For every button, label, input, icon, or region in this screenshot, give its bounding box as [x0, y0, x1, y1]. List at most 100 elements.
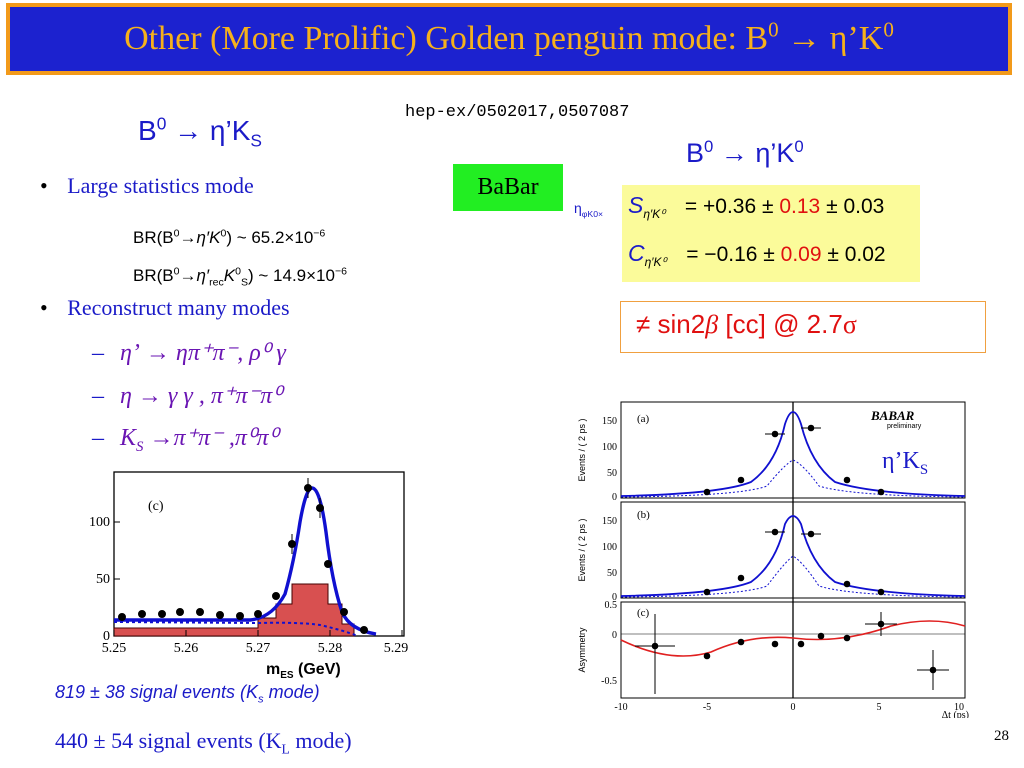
param-s-symbol: S: [628, 192, 644, 218]
br1-exp: −6: [313, 227, 326, 240]
signal-kl-tail: mode): [289, 728, 352, 753]
sin-text: sin2: [657, 309, 706, 339]
br2-sup: 0: [173, 265, 180, 278]
submode-a-rhs: → ηπ⁺π⁻, ρ⁰ γ: [145, 340, 286, 366]
right-header-sup: 0: [704, 137, 714, 156]
param-c-stat: 0.09: [780, 243, 822, 266]
dt-c-ytick-0: 0: [612, 630, 617, 641]
dt-a-ytick-150: 150: [602, 416, 617, 427]
dt-c-ytick-pos: 0.5: [605, 600, 618, 611]
mes-ticks: [113, 521, 403, 636]
param-c-eq: = −0.16 ±: [686, 243, 775, 266]
param-s-row: Sη′K⁰ = +0.36 ± 0.13 ± 0.03: [628, 192, 885, 222]
br1-mid: →η′K: [179, 228, 221, 247]
signal-events-ks: 819 ± 38 signal events (Ks mode): [55, 682, 320, 706]
left-header-arrow: →: [174, 115, 203, 146]
sin2beta-text: ≠ sin2β [cc] @ 2.7σ: [636, 309, 857, 340]
right-header-arrow: →: [720, 138, 748, 168]
dt-xtick-m10: -10: [614, 702, 627, 713]
br1-prefix: BR(B: [133, 228, 174, 247]
submode-eta: – η → γ γ , π⁺π⁻π⁰: [92, 381, 282, 410]
br2-mid: →η′: [179, 266, 210, 285]
bullet-large-statistics: • Large statistics mode: [40, 173, 254, 199]
dt-xtick-0: 0: [791, 702, 796, 713]
bullet-text-1: Large statistics mode: [67, 173, 254, 198]
mes-background-curve: [113, 621, 359, 637]
signal-ks-text: 819 ± 38 signal events (K: [55, 682, 259, 702]
submode-c-rhs: →π⁺π⁻ ,π⁰π⁰: [149, 425, 279, 451]
submode-a-dash: –: [92, 340, 104, 366]
mes-xlabel-unit: (GeV): [294, 661, 341, 678]
dt-panel-c: (c): [637, 607, 650, 619]
title-sup: 0: [768, 17, 779, 42]
dt-a-ytick-100: 100: [602, 442, 617, 453]
br2-k: K: [223, 266, 236, 285]
dt-a-ytick-50: 50: [607, 468, 617, 479]
mes-ytick-0: 0: [103, 629, 110, 644]
cp-parameters-box: [622, 185, 920, 282]
right-header-eta: η’K: [755, 138, 795, 168]
submode-b-dash: –: [92, 383, 104, 409]
sin-sigma: σ: [842, 310, 857, 339]
dt-dashed-b: [620, 555, 966, 598]
bullet-text-2: Reconstruct many modes: [67, 295, 290, 320]
submode-ks: – KS →π⁺π⁻ ,π⁰π⁰: [92, 423, 279, 455]
param-side-label: ηφK0×: [574, 200, 604, 219]
param-c-row: Cη′K⁰ = −0.16 ± 0.09 ± 0.02: [628, 240, 886, 270]
dt-xtick-m5: -5: [703, 702, 711, 713]
right-header: B0 → η’K0: [686, 138, 804, 169]
etaks-sub: S: [919, 461, 929, 478]
br1-sup2: 0: [220, 227, 227, 240]
param-c-sub: η′K⁰: [644, 255, 667, 270]
dt-c-ytick-neg: -0.5: [601, 676, 617, 687]
mes-xtick-5: 5.29: [384, 641, 409, 656]
mes-histogram: [113, 583, 355, 637]
bullet-dot-1: •: [40, 173, 48, 198]
param-side-eta: η: [574, 200, 582, 216]
br2-sub: rec: [209, 276, 224, 289]
submode-b-lhs: η: [120, 383, 132, 409]
signal-events-kl: 440 ± 54 signal events (KL mode): [55, 728, 352, 756]
title-main: Other (More Prolific) Golden penguin mod…: [124, 20, 769, 57]
left-header-sub: S: [250, 130, 262, 151]
sin2beta-box: [620, 301, 986, 353]
br1-value: ) ~ 65.2×10: [226, 228, 314, 247]
bullet-dot-2: •: [40, 295, 48, 320]
br2-ksub: S: [240, 276, 248, 289]
sin-beta: β: [705, 310, 719, 339]
bullet-reconstruct: • Reconstruct many modes: [40, 295, 290, 321]
delta-t-plot: (a) (b) (c) BABAR preliminary Events / (…: [571, 394, 973, 718]
title-sup2: 0: [883, 17, 894, 42]
submode-c-lhs: K: [120, 425, 137, 451]
mes-data-points: [118, 478, 368, 634]
signal-ks-tail: mode): [263, 682, 320, 702]
param-s-syst: ± 0.03: [826, 195, 885, 218]
slide-title: Other (More Prolific) Golden penguin mod…: [6, 3, 1012, 75]
mes-panel-label: (c): [148, 499, 164, 514]
dt-babar-logo: BABAR: [870, 408, 915, 423]
etaks-label: η’KS: [882, 448, 929, 478]
left-header-b: B: [138, 115, 157, 146]
left-header: B0 → η’KS: [138, 115, 262, 149]
mes-plot: (c) 0 50 100 5.25 5.26 5.27 5.28 5.29 mE…: [80, 462, 410, 680]
submode-c-sub: S: [136, 438, 144, 455]
param-side-sub: φK0×: [581, 208, 604, 219]
dt-data-points: [635, 424, 949, 694]
param-s-eq: = +0.36 ±: [684, 195, 774, 218]
dt-a-ytick-0: 0: [612, 492, 617, 503]
signal-ks-sub: s: [258, 693, 264, 706]
title-arrow: →: [787, 20, 822, 57]
dt-b-ytick-100: 100: [602, 542, 617, 553]
param-s-sub: η′K⁰: [643, 207, 666, 222]
signal-kl-text: 440 ± 54 signal events (K: [55, 728, 282, 753]
br1-sup: 0: [173, 227, 180, 240]
left-header-eta: η’K: [209, 115, 251, 146]
mes-xlabel-sub: ES: [280, 670, 294, 680]
dt-b-ytick-150: 150: [602, 516, 617, 527]
dt-ylabel-c: Asymmetry: [577, 627, 587, 673]
mes-xtick-2: 5.26: [174, 641, 199, 656]
br2-exp: −6: [334, 265, 347, 278]
dt-dashed-a: [620, 459, 966, 498]
mes-xlabel-m: m: [266, 661, 280, 678]
br2-prefix: BR(B: [133, 266, 174, 285]
